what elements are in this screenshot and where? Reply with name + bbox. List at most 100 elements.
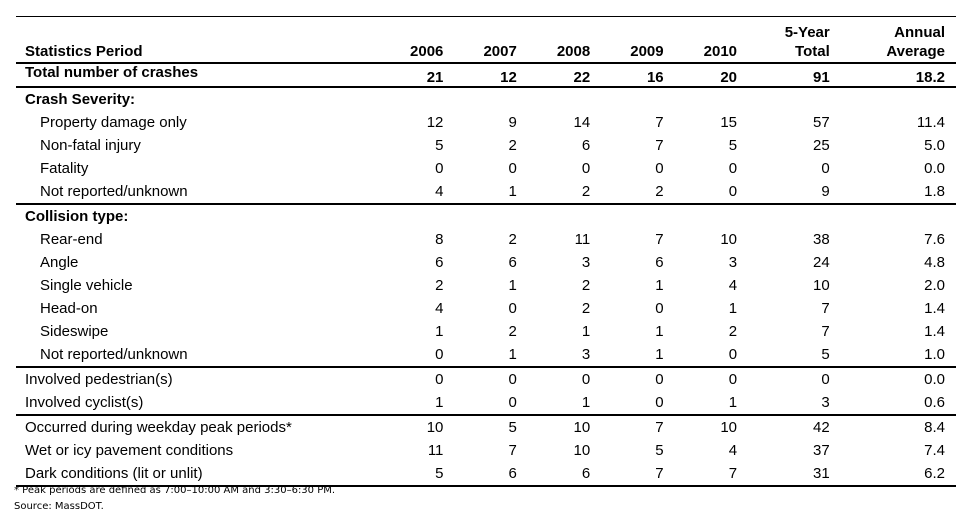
cell-value: 18.2 xyxy=(840,62,956,88)
cell-value: 0.0 xyxy=(840,366,956,391)
cell-value: 0 xyxy=(435,160,444,177)
cell-value: 7 xyxy=(821,323,830,340)
cell-value: 0 xyxy=(674,366,749,391)
cell-value: 0 xyxy=(655,300,664,317)
cell-value: 15 xyxy=(720,114,738,131)
cell-value: 0 xyxy=(655,394,664,411)
table-row: Occurred during weekday peak periods* 10 5… xyxy=(16,414,956,439)
cell-value: 0 xyxy=(601,366,675,391)
cell-value: 2 xyxy=(508,231,517,248)
cell-value: 37 xyxy=(813,442,830,459)
cell-value: 1 xyxy=(508,183,517,200)
header-year: 2008 xyxy=(556,43,591,60)
section-title: Crash Severity: xyxy=(25,91,136,108)
cell-value: 1 xyxy=(655,277,664,294)
cell-value: 12 xyxy=(426,114,444,131)
cell-value: 3 xyxy=(821,394,830,411)
cell-value: 31 xyxy=(748,462,841,487)
cell-value: 0 xyxy=(728,160,738,177)
cell-value: 0 xyxy=(581,160,591,177)
table-row: Sideswipe 1 2 1 1 2 7 1.4 xyxy=(16,320,956,343)
cell-value: 7 xyxy=(601,462,675,487)
row-label: Single vehicle xyxy=(40,277,133,294)
table-row: Non-fatal injury 5 2 6 7 5 25 5.0 xyxy=(16,134,956,157)
cell-value: 5 xyxy=(821,346,830,363)
cell-value: 1 xyxy=(581,323,591,340)
cell-value: 1 xyxy=(435,323,444,340)
cell-value: 8.4 xyxy=(840,414,956,439)
cell-value: 0 xyxy=(454,366,528,391)
row-label: Angle xyxy=(40,254,79,271)
cell-value: 0.6 xyxy=(924,394,945,411)
header-year: 2007 xyxy=(483,43,517,60)
cell-value: 5 xyxy=(435,137,444,154)
cell-value: 2 xyxy=(581,300,591,317)
row-label: Property damage only xyxy=(40,114,187,131)
table-row: Fatality 0 0 0 0 0 0 0.0 xyxy=(16,157,956,180)
cell-value: 1 xyxy=(655,323,664,340)
table-row: Involved pedestrian(s) 0 0 0 0 0 0 0.0 xyxy=(16,366,956,391)
cell-value: 1 xyxy=(728,394,738,411)
cell-value: 2 xyxy=(508,323,517,340)
cell-value: 1.8 xyxy=(924,183,945,200)
cell-value: 7.4 xyxy=(924,442,945,459)
cell-value: 11 xyxy=(574,231,591,248)
cell-value: 4 xyxy=(435,300,444,317)
cell-value: 6 xyxy=(454,462,528,487)
table-row: Rear-end 8 2 11 7 10 38 7.6 xyxy=(16,228,956,251)
cell-value: 10 xyxy=(527,414,602,439)
header-year: 2009 xyxy=(630,43,664,60)
table-row: Wet or icy pavement conditions 11 7 10 5 4 37 7… xyxy=(16,439,956,462)
cell-value: 6 xyxy=(435,254,444,271)
row-label: Involved pedestrian(s) xyxy=(16,366,381,391)
cell-value: 9 xyxy=(821,183,830,200)
cell-value: 10 xyxy=(720,231,738,248)
row-label: Head-on xyxy=(40,300,98,317)
cell-value: 1 xyxy=(655,346,664,363)
table-row: Not reported/unknown 4 1 2 2 0 9 1.8 xyxy=(16,180,956,204)
cell-value: 0 xyxy=(728,183,738,200)
cell-value: 5.0 xyxy=(924,137,945,154)
cell-value: 91 xyxy=(748,62,841,88)
cell-value: 7 xyxy=(821,300,830,317)
cell-value: 0 xyxy=(821,160,830,177)
cell-value: 1.4 xyxy=(924,300,945,317)
cell-value: 6 xyxy=(508,254,517,271)
cell-value: 2 xyxy=(581,277,591,294)
table-row: Single vehicle 2 1 2 1 4 10 2.0 xyxy=(16,274,956,297)
cell-value: 5 xyxy=(728,137,738,154)
row-label: Wet or icy pavement conditions xyxy=(25,442,234,459)
cell-value: 0 xyxy=(527,366,602,391)
cell-value: 6.2 xyxy=(840,462,956,487)
cell-value: 7 xyxy=(655,137,664,154)
header-row: Statistics Period 2006 2007 2008 2009 20… xyxy=(16,17,956,64)
header-total: 5-Year Total xyxy=(784,24,830,60)
cell-value: 0 xyxy=(655,160,664,177)
cell-value: 0 xyxy=(508,160,517,177)
row-label: Occurred during weekday peak periods* xyxy=(16,414,381,439)
cell-value: 7 xyxy=(655,231,664,248)
section-title: Collision type: xyxy=(16,203,956,228)
cell-value: 1 xyxy=(728,300,738,317)
row-label: Fatality xyxy=(40,160,89,177)
row-label: Sideswipe xyxy=(40,323,109,340)
row-label: Dark conditions (lit or unlit) xyxy=(16,462,381,487)
cell-value: 2.0 xyxy=(924,277,945,294)
cell-value: 10 xyxy=(813,277,830,294)
cell-value: 7 xyxy=(601,414,675,439)
cell-value: 0 xyxy=(435,346,444,363)
cell-value: 9 xyxy=(508,114,517,131)
row-label: Rear-end xyxy=(40,231,103,248)
cell-value: 0 xyxy=(508,300,517,317)
cell-value: 2 xyxy=(581,183,591,200)
cell-value: 8 xyxy=(435,231,444,248)
cell-value: 25 xyxy=(813,137,830,154)
footnote: * Peak periods are defined as 7:00–10:00… xyxy=(14,485,336,496)
cell-value: 7.6 xyxy=(924,231,945,248)
cell-value: 12 xyxy=(454,62,528,88)
row-label: Non-fatal injury xyxy=(40,137,141,154)
cell-value: 0 xyxy=(748,366,841,391)
cell-value: 2 xyxy=(508,137,517,154)
cell-value: 7 xyxy=(508,442,517,459)
table-row: Not reported/unknown 0 1 3 1 0 5 1.0 xyxy=(16,343,956,367)
